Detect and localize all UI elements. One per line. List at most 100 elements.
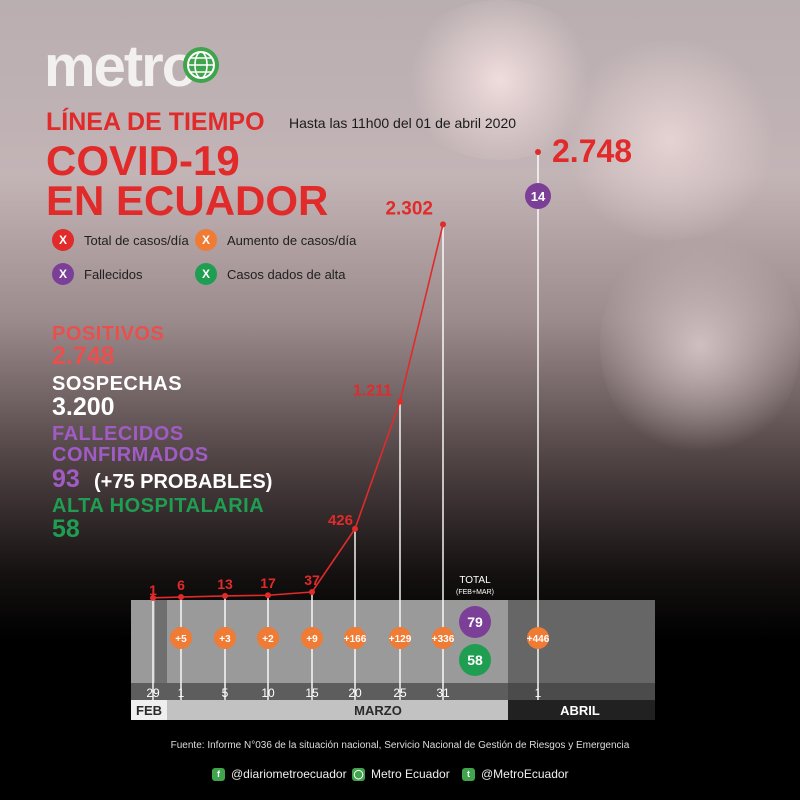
globe-icon — [183, 47, 219, 83]
confirmados-label: CONFIRMADOS — [52, 444, 209, 466]
increase-label: +9 — [306, 634, 318, 645]
total-deaths-circle — [459, 606, 491, 638]
date-tick-label: 25 — [393, 686, 407, 700]
date-tick-label: 1 — [535, 686, 542, 700]
total-cases-point — [440, 221, 446, 228]
total-cases-label: 1 — [149, 582, 157, 598]
legend-total-cases: X Total de casos/día — [52, 229, 189, 251]
total-subtitle: (FEB+MAR) — [456, 589, 494, 596]
fallecidos-label: FALLECIDOS — [52, 423, 184, 445]
positivos-value: 2.748 — [52, 342, 115, 370]
virus-background — [600, 230, 800, 460]
facebook-icon: f — [212, 767, 225, 781]
twitter-handle: t @MetroEcuador — [462, 767, 569, 781]
legend-label: Casos dados de alta — [227, 266, 346, 282]
legend-increase: X Aumento de casos/día — [195, 229, 356, 251]
total-discharged-label: 58 — [467, 652, 483, 668]
instagram-handle: ◯ Metro Ecuador — [352, 767, 450, 781]
month-feb-bar — [131, 700, 167, 720]
increase-circle — [389, 627, 411, 649]
total-cases-label: 17 — [260, 575, 276, 591]
facebook-text: @diariometroecuador — [231, 767, 347, 781]
total-deaths-label: 79 — [467, 614, 483, 630]
total-cases-line — [152, 224, 444, 599]
increase-circle — [257, 627, 279, 649]
x-icon: X — [195, 263, 217, 285]
sospechas-label: SOSPECHAS — [52, 373, 183, 395]
month-marzo-bar — [167, 700, 508, 720]
sospechas-value: 3.200 — [52, 393, 115, 421]
positivos-label: POSITIVOS — [52, 323, 165, 345]
month-label: ABRIL — [560, 703, 600, 718]
increase-label: +446 — [527, 634, 550, 645]
metro-logo: metro — [44, 34, 197, 99]
fallecidos-probables: (+75 PROBABLES) — [94, 471, 273, 493]
legend-discharged: X Casos dados de alta — [195, 263, 346, 285]
total-cases-point — [309, 588, 315, 595]
total-cases-point — [397, 398, 403, 405]
total-cases-point — [222, 592, 228, 599]
timeline-label: LÍNEA DE TIEMPO — [46, 108, 265, 136]
legend-deaths: X Fallecidos — [52, 263, 143, 285]
total-cases-point — [150, 594, 156, 601]
increase-label: +5 — [175, 634, 187, 645]
abril-shade — [508, 600, 655, 720]
date-tick-label: 15 — [305, 686, 319, 700]
total-cases-label: 2.748 — [552, 133, 632, 169]
total-cases-point — [265, 592, 271, 599]
total-cases-point — [352, 525, 358, 532]
twitter-icon: t — [462, 767, 475, 781]
twitter-text: @MetroEcuador — [481, 767, 569, 781]
date-tick-label: 31 — [436, 686, 450, 700]
deaths-day-label: 14 — [531, 189, 546, 204]
month-label: FEB — [136, 703, 162, 718]
total-cases-label: 13 — [217, 576, 233, 592]
fallecidos-value: 93 — [52, 465, 80, 493]
total-cases-label: 426 — [328, 512, 353, 529]
increase-label: +336 — [432, 634, 455, 645]
date-tick-label: 5 — [222, 686, 229, 700]
total-cases-label: 2.302 — [385, 198, 433, 219]
increase-label: +3 — [219, 634, 231, 645]
total-cases-point — [535, 149, 541, 155]
alta-value: 58 — [52, 515, 80, 543]
increase-label: +2 — [262, 634, 274, 645]
total-cases-label: 1.211 — [353, 382, 392, 399]
increase-circle — [214, 627, 236, 649]
increase-circle — [301, 627, 323, 649]
date-tick-label: 1 — [178, 686, 185, 700]
increase-circle — [344, 627, 366, 649]
instagram-text: Metro Ecuador — [371, 767, 450, 781]
x-icon: X — [52, 229, 74, 251]
legend-label: Total de casos/día — [84, 232, 189, 248]
total-cases-label: 6 — [177, 577, 185, 593]
source-note: Fuente: Informe N°036 de la situación na… — [170, 740, 630, 751]
date-tick-label: 20 — [348, 686, 362, 700]
title-line-2: EN ECUADOR — [46, 177, 329, 224]
x-icon: X — [195, 229, 217, 251]
feb-column — [155, 600, 167, 683]
virus-background — [400, 0, 600, 160]
increase-label: +129 — [389, 634, 412, 645]
increase-circle — [527, 627, 549, 649]
total-cases-label: 37 — [304, 572, 320, 588]
date-note: Hasta las 11h00 del 01 de abril 2020 — [289, 115, 517, 131]
month-label: MARZO — [354, 703, 402, 718]
instagram-icon: ◯ — [352, 767, 365, 781]
date-tick-label: 29 — [146, 686, 160, 700]
legend-label: Aumento de casos/día — [227, 232, 357, 248]
increase-circle — [432, 627, 454, 649]
facebook-handle: f @diariometroecuador — [212, 767, 347, 781]
title-line-1: COVID-19 — [46, 137, 240, 184]
total-cases-point — [178, 594, 184, 601]
total-discharged-circle — [459, 644, 491, 676]
total-title: TOTAL — [459, 575, 491, 586]
legend-label: Fallecidos — [84, 266, 143, 282]
x-icon: X — [52, 263, 74, 285]
alta-label: ALTA HOSPITALARIA — [52, 495, 265, 517]
date-tick-label: 10 — [261, 686, 275, 700]
increase-circle — [170, 627, 192, 649]
deaths-day-circle — [525, 183, 551, 209]
